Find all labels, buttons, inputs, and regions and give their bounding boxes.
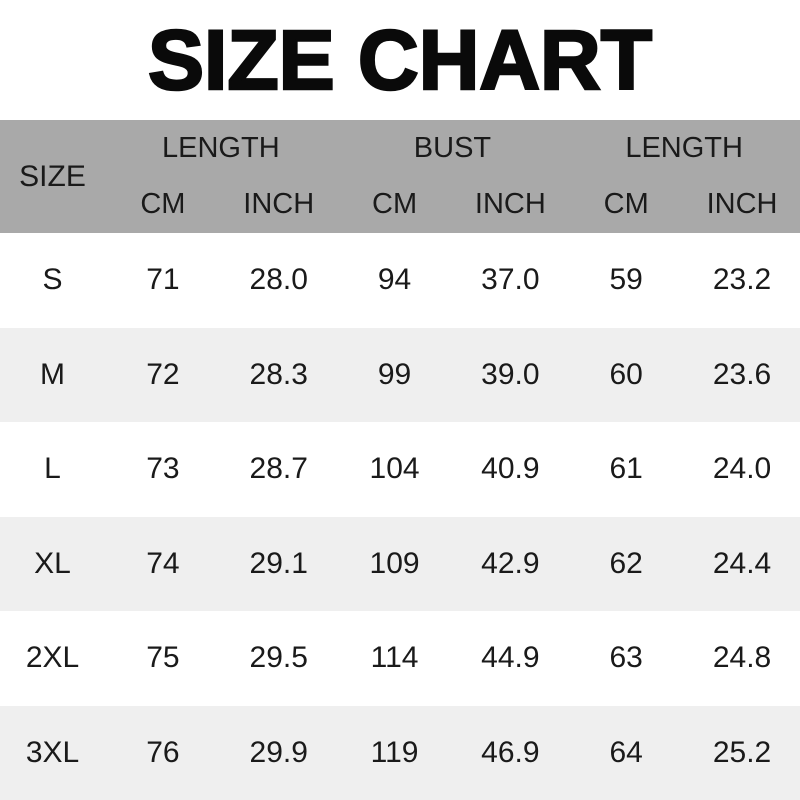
value-cell: 74 bbox=[146, 546, 180, 580]
value-cell: 28.3 bbox=[249, 357, 308, 391]
column-header-bust-inch: INCH bbox=[452, 176, 569, 233]
table-row-2xl: 2XL 75 29.5 114 44.9 63 24.8 bbox=[0, 611, 800, 706]
value-cell: 23.2 bbox=[712, 263, 772, 297]
column-header-length2-cm: CM bbox=[568, 176, 685, 233]
value-cell: 94 bbox=[377, 263, 412, 297]
group-header-bust: BUST bbox=[336, 120, 569, 176]
value-cell: 40.9 bbox=[481, 452, 540, 486]
table-body: S 71 28.0 94 37.0 59 23.2 M 72 28.3 99 3… bbox=[0, 233, 800, 800]
table-row-3xl: 3XL 76 29.9 119 46.9 64 25.2 bbox=[0, 705, 800, 800]
value-cell: 29.1 bbox=[249, 546, 308, 580]
value-cell: 46.9 bbox=[481, 735, 540, 769]
size-cell: 2XL bbox=[25, 641, 80, 675]
value-cell: 23.6 bbox=[712, 357, 772, 391]
value-cell: 29.5 bbox=[249, 641, 308, 675]
value-cell: 109 bbox=[369, 546, 420, 580]
column-header-length1-cm: CM bbox=[105, 176, 221, 233]
group-header-length-2: LENGTH bbox=[568, 120, 800, 176]
size-chart-table: SIZE LENGTH BUST LENGTH CM INCH CM INCH … bbox=[0, 120, 800, 800]
value-cell: 42.9 bbox=[481, 546, 540, 580]
value-cell: 63 bbox=[609, 641, 643, 675]
value-cell: 25.2 bbox=[712, 735, 772, 769]
value-cell: 104 bbox=[369, 452, 420, 486]
column-header-size: SIZE bbox=[0, 120, 106, 233]
value-cell: 24.8 bbox=[712, 641, 772, 675]
value-cell: 72 bbox=[146, 357, 180, 391]
size-cell: 3XL bbox=[25, 735, 80, 769]
page-title: SIZE CHART bbox=[147, 13, 654, 107]
size-chart-header: SIZE CHART bbox=[0, 0, 800, 120]
value-cell: 24.4 bbox=[712, 546, 772, 580]
value-cell: 39.0 bbox=[481, 357, 540, 391]
value-cell: 62 bbox=[609, 546, 643, 580]
value-cell: 99 bbox=[377, 357, 412, 391]
table-row-l: L 73 28.7 104 40.9 61 24.0 bbox=[0, 422, 800, 517]
value-cell: 61 bbox=[609, 452, 643, 486]
sub-header-row: CM INCH CM INCH CM INCH bbox=[0, 176, 800, 233]
value-cell: 29.9 bbox=[249, 735, 308, 769]
size-cell: S bbox=[42, 263, 63, 297]
value-cell: 75 bbox=[146, 641, 180, 675]
value-cell: 73 bbox=[146, 452, 180, 486]
size-cell: L bbox=[44, 452, 61, 486]
value-cell: 44.9 bbox=[481, 641, 540, 675]
table-row-m: M 72 28.3 99 39.0 60 23.6 bbox=[0, 327, 800, 422]
value-cell: 76 bbox=[146, 735, 180, 769]
size-cell: M bbox=[40, 357, 65, 391]
value-cell: 64 bbox=[609, 735, 643, 769]
table-row-xl: XL 74 29.1 109 42.9 62 24.4 bbox=[0, 516, 800, 611]
value-cell: 119 bbox=[370, 735, 419, 769]
size-cell: XL bbox=[34, 546, 71, 580]
value-cell: 28.7 bbox=[249, 452, 308, 486]
group-header-row: SIZE LENGTH BUST LENGTH bbox=[0, 120, 800, 233]
value-cell: 60 bbox=[609, 357, 643, 391]
group-header-length-1: LENGTH bbox=[105, 120, 337, 176]
value-cell: 114 bbox=[370, 641, 419, 675]
table-row-s: S 71 28.0 94 37.0 59 23.2 bbox=[0, 233, 800, 328]
value-cell: 37.0 bbox=[481, 263, 540, 297]
value-cell: 24.0 bbox=[712, 452, 772, 486]
table-header: SIZE LENGTH BUST LENGTH CM INCH CM INCH … bbox=[0, 120, 800, 233]
column-header-bust-cm: CM bbox=[336, 176, 453, 233]
column-header-length2-inch: INCH bbox=[684, 176, 800, 233]
value-cell: 71 bbox=[146, 263, 180, 297]
column-header-length1-inch: INCH bbox=[220, 176, 337, 233]
value-cell: 28.0 bbox=[249, 263, 308, 297]
value-cell: 59 bbox=[609, 263, 643, 297]
